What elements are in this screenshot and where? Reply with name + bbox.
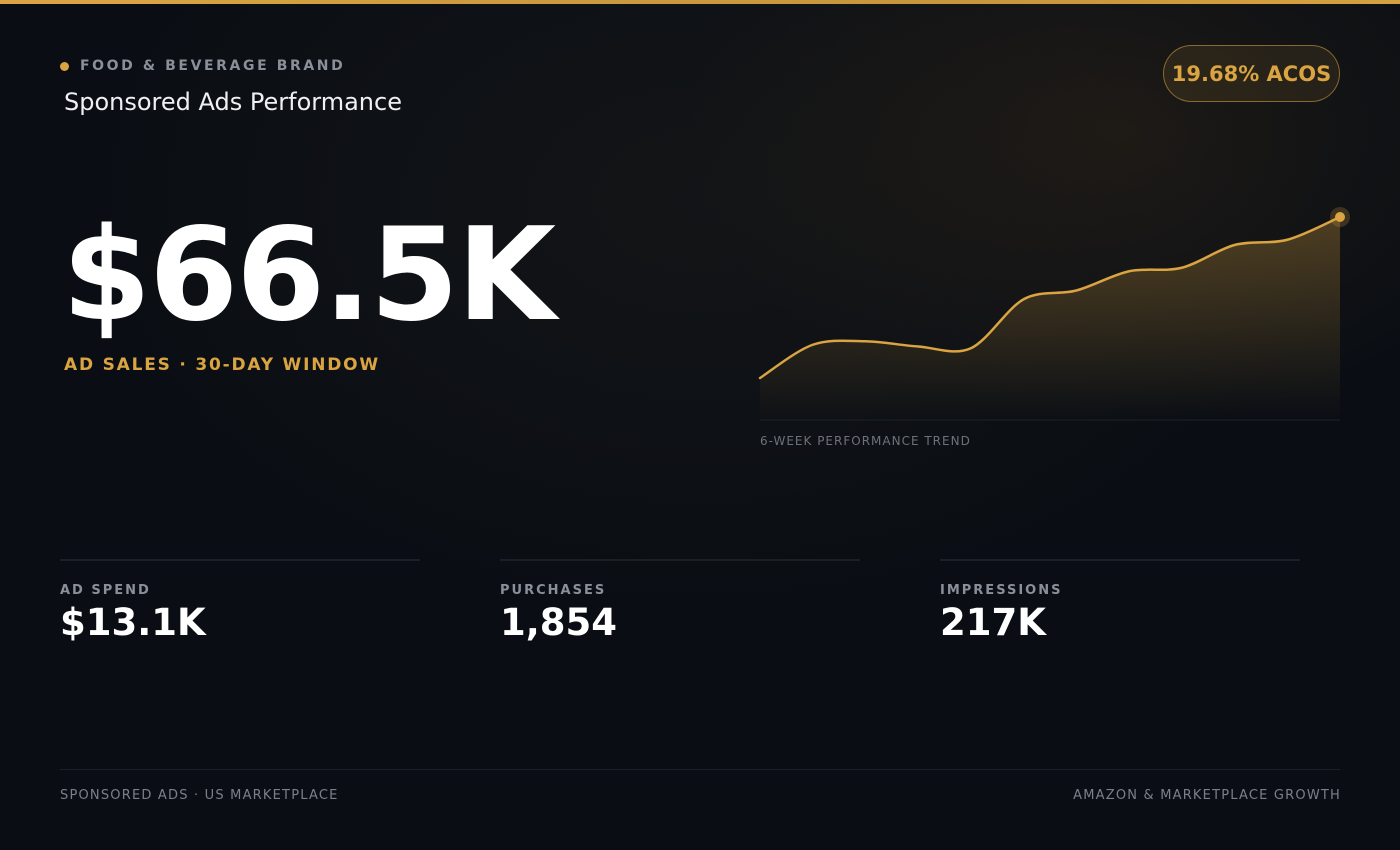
trend-point xyxy=(758,376,762,380)
ad-sales-caption: AD SALES · 30-DAY WINDOW xyxy=(64,355,380,375)
footer-left-text: SPONSORED ADS · US MARKETPLACE xyxy=(60,788,339,803)
ad-sales-value: $66.5K xyxy=(62,201,556,350)
brand-label: FOOD & BEVERAGE BRAND xyxy=(80,58,346,74)
trend-point xyxy=(1127,269,1131,273)
trend-chart xyxy=(758,207,1350,421)
metric-label: IMPRESSIONS xyxy=(940,583,1063,598)
trend-point xyxy=(969,346,973,350)
trend-point xyxy=(1285,238,1289,242)
trend-point xyxy=(916,345,920,349)
acos-badge: 19.68% ACOS xyxy=(1163,45,1340,102)
trend-line xyxy=(758,215,1342,380)
metric-value: 217K xyxy=(940,601,1046,644)
trend-point xyxy=(1233,243,1237,247)
metric-label: AD SPEND xyxy=(60,583,151,598)
brand-dot-icon xyxy=(60,61,69,71)
trend-point xyxy=(1074,289,1078,293)
metric-impressions: IMPRESSIONS 217K xyxy=(940,559,1300,644)
trend-point xyxy=(1180,266,1184,270)
page-title: Sponsored Ads Performance xyxy=(64,88,402,116)
metric-ad-spend: AD SPEND $13.1K xyxy=(60,559,420,644)
trend-endpoint-marker xyxy=(1335,212,1345,222)
brand-row: FOOD & BEVERAGE BRAND xyxy=(60,58,345,74)
metric-value: 1,854 xyxy=(500,601,618,644)
footer-right-text: AMAZON & MARKETPLACE GROWTH xyxy=(1073,788,1341,803)
metric-purchases: PURCHASES 1,854 xyxy=(500,559,860,644)
trend-caption: 6-WEEK PERFORMANCE TREND xyxy=(760,434,971,448)
trend-point xyxy=(811,343,815,347)
trend-point xyxy=(1022,297,1026,301)
top-accent-bar xyxy=(0,0,1400,4)
metric-value: $13.1K xyxy=(60,601,206,644)
trend-area xyxy=(760,217,1340,420)
trend-point xyxy=(863,339,867,343)
metric-label: PURCHASES xyxy=(500,583,607,598)
footer-divider xyxy=(60,769,1340,770)
